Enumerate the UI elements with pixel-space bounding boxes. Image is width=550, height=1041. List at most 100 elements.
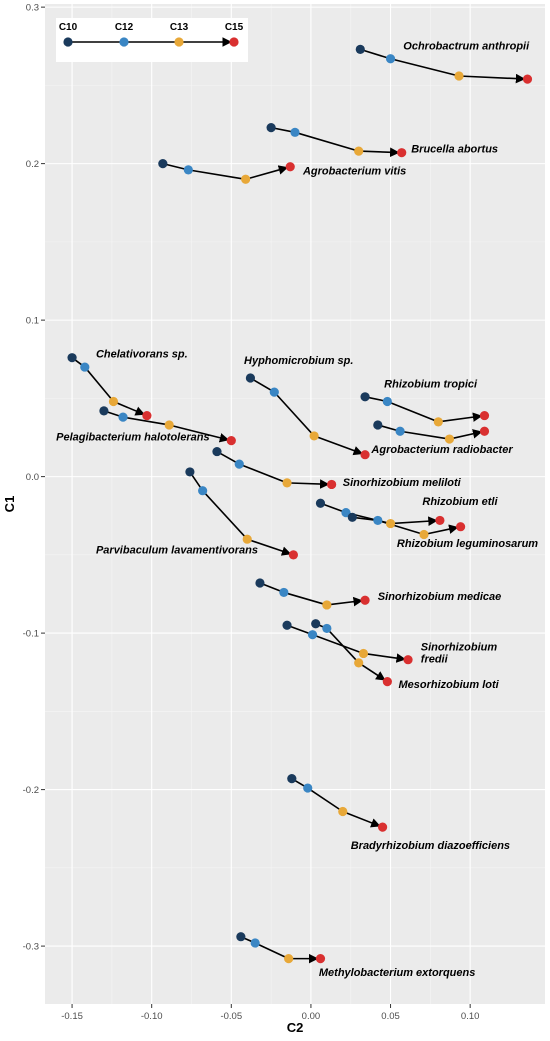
- trajectory-segment: [377, 519, 425, 536]
- data-point-c15: [522, 74, 533, 84]
- data-point-c12: [269, 387, 279, 397]
- data-point-c15: [479, 426, 490, 436]
- species-labels: Ochrobactrum anthropii Brucella abortus Ag…: [56, 40, 538, 978]
- y-tick-label: -0.3: [23, 942, 39, 953]
- x-axis-title: C2: [287, 1020, 304, 1035]
- legend-label-c10: C10: [59, 22, 78, 33]
- legend-label-c15: C15: [225, 22, 244, 33]
- data-point-c15: [142, 410, 152, 421]
- trajectory-segment: [423, 524, 459, 536]
- data-point-c12: [234, 459, 244, 469]
- data-point-c15: [377, 822, 388, 832]
- data-point-c10: [185, 467, 195, 477]
- trajectory-segment: [245, 165, 289, 181]
- legend-point-c13: [174, 37, 184, 47]
- data-point-c10: [315, 498, 326, 508]
- data-point-c12: [385, 54, 396, 64]
- data-point-c13: [282, 478, 292, 488]
- data-point-c12: [250, 938, 260, 948]
- trajectory-segment: [273, 391, 315, 437]
- data-point-c15: [479, 410, 490, 421]
- data-point-c13: [358, 648, 369, 659]
- data-point-c15: [397, 148, 407, 158]
- data-point-c10: [287, 774, 297, 784]
- trajectory-segment: [390, 57, 460, 77]
- species-label: Mesorhizobium loti: [399, 679, 500, 691]
- y-axis-title: C1: [2, 496, 17, 513]
- trajectory-segment: [358, 662, 386, 681]
- data-point-c12: [118, 412, 128, 422]
- data-point-c13: [309, 431, 319, 441]
- data-point-c10: [347, 512, 357, 522]
- trajectory-segment: [326, 627, 360, 664]
- data-point-c15: [288, 550, 299, 560]
- trajectory-segment: [238, 463, 288, 484]
- trajectory-segment: [363, 652, 407, 663]
- data-point-c13: [385, 518, 396, 529]
- plot-panel: [45, 4, 545, 1004]
- species-label: Rhizobium leguminosarum: [397, 538, 538, 550]
- trajectory-segment: [188, 169, 246, 181]
- data-point-c13: [454, 71, 464, 81]
- y-tick-label: 0.3: [26, 3, 39, 14]
- x-tick-label: -0.05: [220, 1011, 242, 1022]
- trajectory-segment: [390, 516, 438, 526]
- trajectory-segment: [250, 377, 275, 393]
- y-tick-label: 0.1: [26, 316, 39, 327]
- x-tick-label: 0.10: [461, 1011, 480, 1022]
- trajectory-segment: [283, 591, 328, 606]
- data-point-c13: [338, 806, 348, 817]
- x-tick-label: 0.05: [381, 1011, 400, 1022]
- trajectory-segment: [307, 787, 344, 813]
- data-point-c13: [354, 146, 364, 156]
- data-point-c13: [322, 600, 332, 610]
- species-label: Agrobacterium radiobacter: [370, 444, 513, 456]
- trajectory-segment: [84, 366, 115, 403]
- trajectory-segment: [458, 73, 526, 84]
- species-label: Parvibaculum lavamentivorans: [96, 544, 258, 556]
- data-point-c12: [290, 127, 300, 137]
- trajectory-segment: [313, 435, 364, 456]
- axes: -0.15 -0.10 -0.05 0.00 0.05 0.10 0.3 0.2 0.1 0.0 -…: [23, 3, 480, 1022]
- legend-label-c13: C13: [170, 22, 189, 33]
- data-point-c13: [241, 174, 251, 184]
- trajectory-segment: [202, 490, 248, 540]
- data-point-c10: [360, 392, 370, 402]
- legend-label-c12: C12: [115, 22, 134, 33]
- species-label: Rhizobium tropici: [384, 378, 478, 390]
- data-points: [67, 44, 533, 964]
- data-point-c15: [327, 479, 337, 490]
- species-label: Bradyrhizobium diazoefficiens: [351, 840, 510, 852]
- legend-box: [56, 18, 248, 62]
- data-point-c12: [395, 426, 405, 436]
- legend: C10 C12 C13 C15: [56, 18, 248, 62]
- data-point-c10: [67, 353, 77, 363]
- legend-point-c15: [229, 37, 239, 47]
- species-label: Rhizobium etli: [422, 496, 498, 508]
- data-point-c13: [284, 954, 294, 964]
- data-point-c10: [266, 123, 276, 133]
- data-point-c10: [158, 159, 168, 169]
- data-point-c10: [355, 44, 365, 54]
- data-point-c13: [419, 529, 429, 540]
- species-label: Hyphomicrobium sp.: [244, 355, 353, 367]
- trajectory-segment: [169, 424, 230, 443]
- data-point-c15: [226, 436, 236, 446]
- trajectory-segment: [358, 147, 400, 158]
- trajectory-segment: [342, 810, 381, 828]
- x-tick-label: -0.10: [141, 1011, 163, 1022]
- x-tick-label: 0.00: [302, 1011, 321, 1022]
- species-label: Methylobacterium extorquens: [319, 967, 475, 979]
- trajectory-segment: [449, 429, 483, 440]
- trajectory-segment: [387, 400, 439, 423]
- data-point-c13: [433, 417, 443, 427]
- trajectory-segment: [246, 538, 292, 556]
- species-label: Sinorhizobium medicae: [378, 591, 501, 603]
- data-point-c15: [435, 515, 445, 526]
- y-tick-label: 0.2: [26, 159, 39, 170]
- data-point-c12: [322, 623, 332, 634]
- data-point-c15: [403, 655, 413, 665]
- trajectory-segment: [254, 942, 289, 960]
- data-point-c12: [382, 396, 392, 407]
- species-label: Ochrobactrum anthropii: [403, 40, 530, 52]
